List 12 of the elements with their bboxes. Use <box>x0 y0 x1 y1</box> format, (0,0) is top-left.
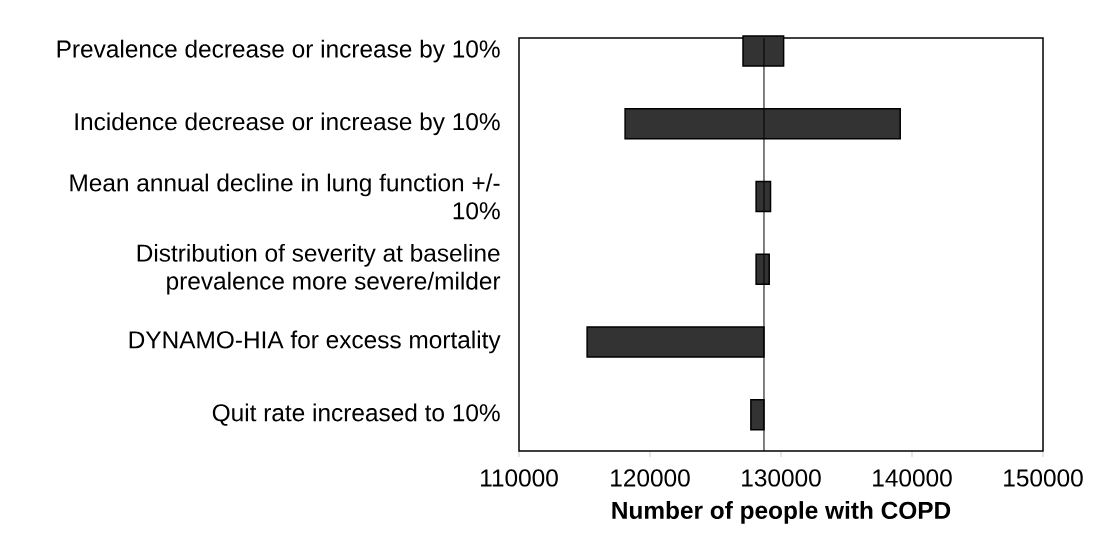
x-tick-label: 130000 <box>742 469 821 487</box>
x-tick-label: 110000 <box>481 469 558 487</box>
x-axis-title: Number of people with COPD <box>612 501 951 524</box>
y-tick-label: Mean annual decline in lung function +/- 10% <box>70 173 500 220</box>
x-tick-label: 120000 <box>611 469 690 487</box>
x-tick-label: 150000 <box>1004 469 1083 487</box>
x-tick-label: 140000 <box>873 469 952 487</box>
y-tick-label: DYNAMO-HIA for excess mortality <box>129 330 501 354</box>
y-tick-label: Incidence decrease or increase by 10% <box>75 112 500 136</box>
y-tick-label: Prevalence decrease or increase by 10% <box>57 39 500 63</box>
y-tick-label: Distribution of severity at baseline prevalence more severe/milder <box>137 243 501 295</box>
y-tick-label: Quit rate increased to 10% <box>212 403 500 426</box>
